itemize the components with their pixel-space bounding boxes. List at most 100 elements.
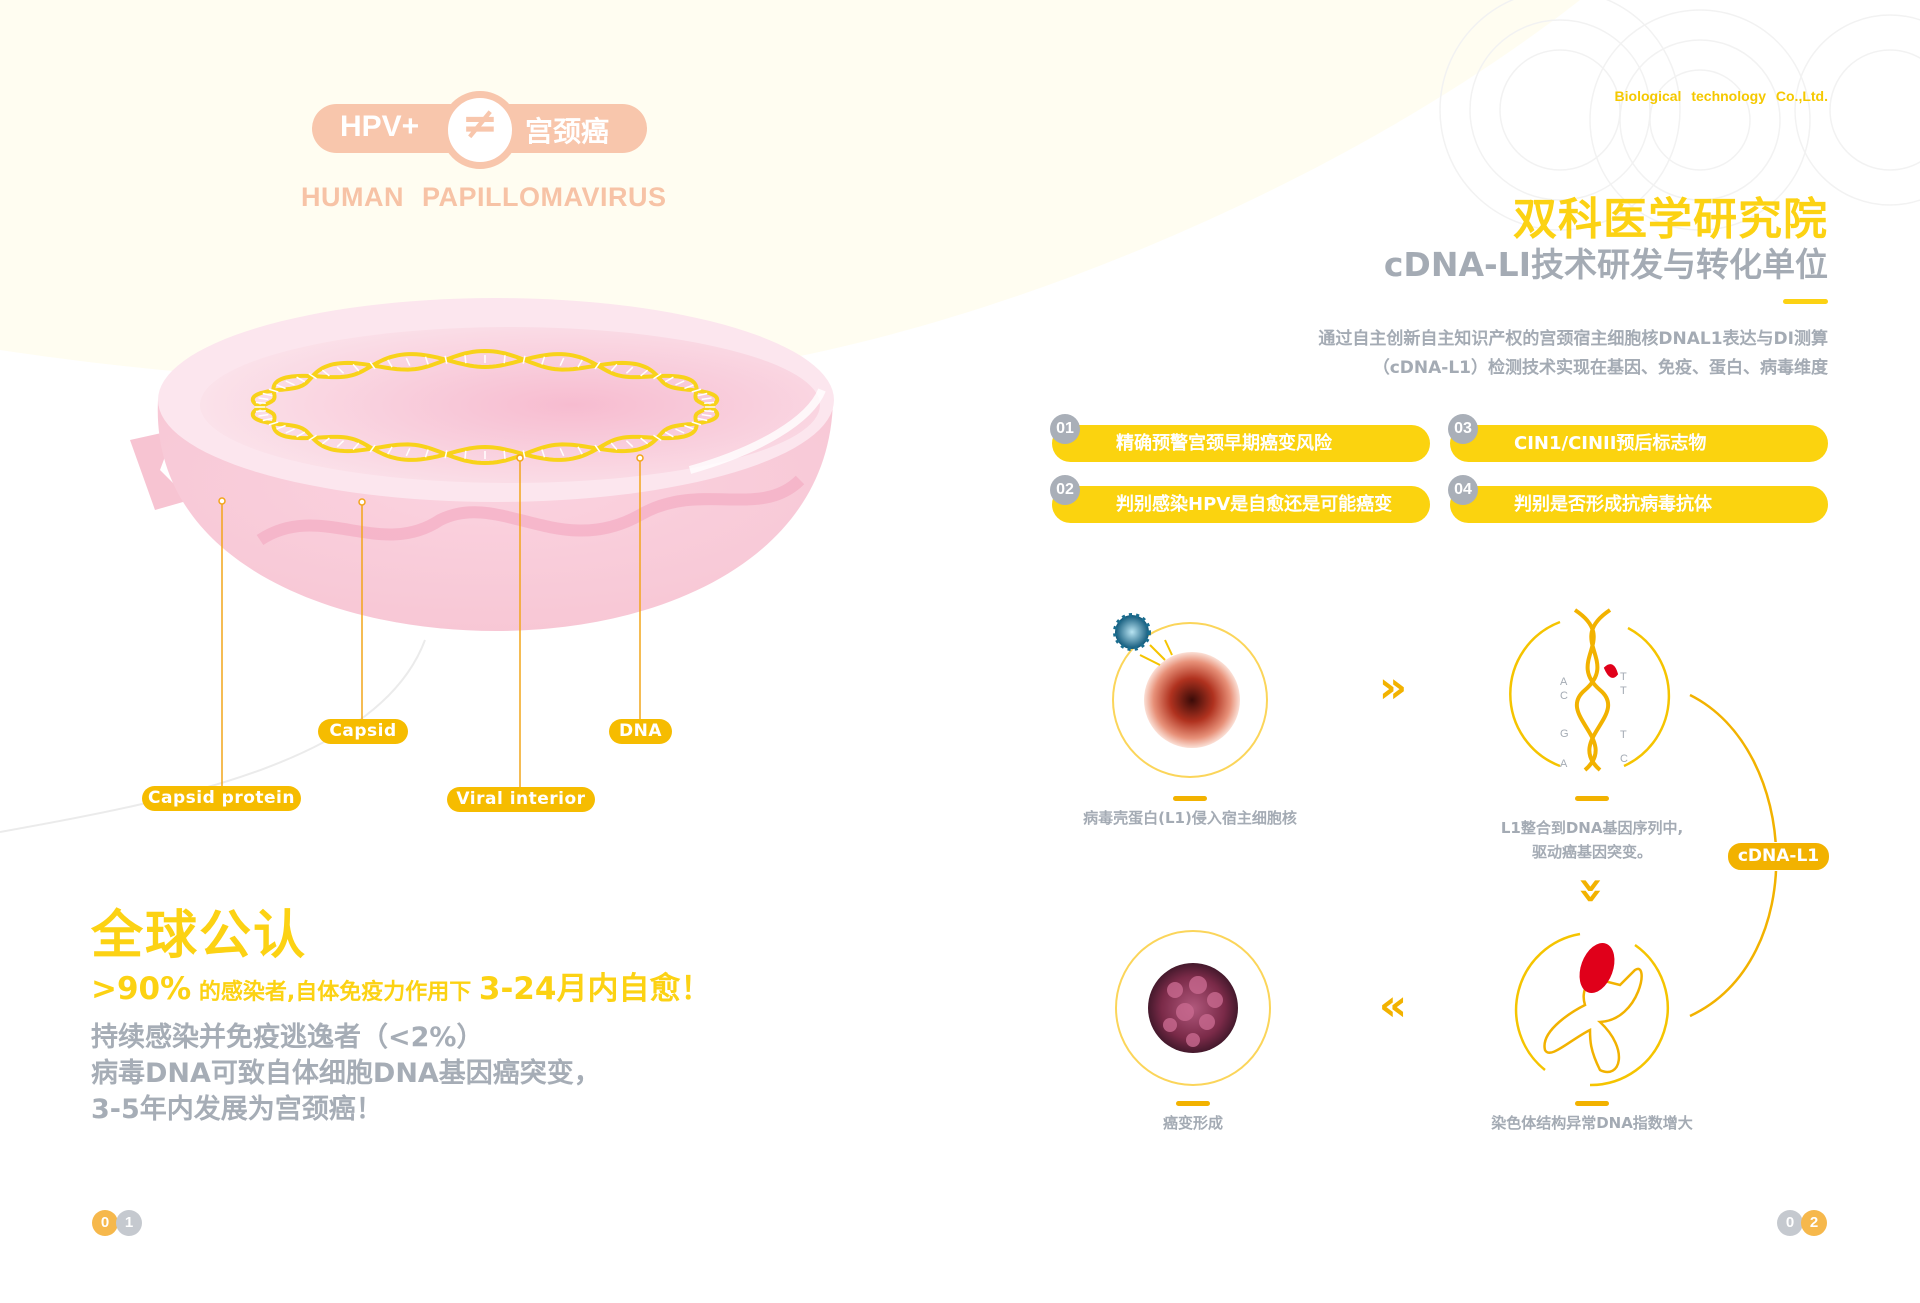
- hpv-badge-right: 宫颈癌: [525, 115, 610, 148]
- dna-rung: [369, 361, 376, 370]
- step-caption: 病毒壳蛋白(L1)侵入宿主细胞核: [1083, 809, 1297, 827]
- dna-rung: [541, 449, 546, 458]
- step-divider: [1575, 796, 1609, 801]
- feature-pill: 精确预警宫颈早期癌变风险: [1052, 425, 1430, 462]
- headline: 全球公认: [91, 906, 308, 966]
- label-capsid-protein: Capsid protein: [142, 786, 301, 811]
- step-divider: [1173, 796, 1207, 801]
- hpv-badge-left: HPV+: [340, 110, 420, 143]
- dna-rung: [369, 444, 376, 453]
- concentric-circles-decor: [1439, 0, 1920, 231]
- dna-rung: [387, 359, 393, 368]
- cream-background-shape: [0, 0, 1580, 385]
- dna-helix-circle: [1509, 620, 1671, 1087]
- dna-rung: [522, 450, 526, 459]
- base-letter: A: [1560, 676, 1568, 688]
- dna-rung: [541, 356, 546, 365]
- base-letter: C: [1620, 753, 1628, 765]
- dna-rung: [625, 440, 634, 448]
- dna-rung: [577, 446, 583, 455]
- dna-rung: [308, 372, 317, 380]
- base-letter: T: [1620, 729, 1627, 741]
- dna-rung: [262, 417, 273, 422]
- feature-number: 02: [1050, 475, 1080, 505]
- dna-rung: [653, 434, 662, 442]
- dna-rung: [268, 421, 279, 426]
- page-number-digit: 1: [116, 1210, 142, 1236]
- title-divider: [1783, 299, 1828, 304]
- dna-rung: [610, 442, 618, 451]
- dna-rung: [701, 397, 712, 401]
- dna-rung: [640, 437, 649, 445]
- petri-dish-illustration: [130, 298, 834, 631]
- dna-rung: [405, 357, 411, 367]
- callout-lines: [218, 454, 644, 787]
- label-viral-interior: Viral interior: [447, 787, 595, 812]
- dna-rung: [285, 380, 295, 386]
- dna-rung: [444, 450, 448, 459]
- dna-rung: [503, 355, 506, 364]
- dna-rung: [691, 388, 702, 393]
- stat-period: 3-24月内自愈！: [478, 971, 712, 1007]
- dna-rung: [387, 446, 393, 455]
- intro-paragraph: 通过自主创新自主知识产权的宫颈宿主细胞核DNAL1表达与DI测算 （cDNA-L…: [1318, 325, 1828, 383]
- dna-rung: [577, 359, 583, 368]
- dna-rung: [559, 357, 565, 367]
- feature-number: 04: [1448, 475, 1478, 505]
- chevron-down-icon: »: [1566, 876, 1618, 905]
- stat-percent: >90%: [91, 971, 192, 1007]
- base-letter: C: [1560, 690, 1568, 702]
- dna-rung: [296, 376, 306, 383]
- step-divider: [1176, 1101, 1210, 1106]
- dna-rung: [296, 431, 306, 438]
- dna-rung: [664, 431, 674, 438]
- feature-pill: CIN1/CINII预后标志物: [1450, 425, 1828, 462]
- paragraph-line: 通过自主创新自主知识产权的宫颈宿主细胞核DNAL1表达与DI测算: [1318, 329, 1828, 349]
- dna-rung: [321, 437, 330, 445]
- step-caption: 癌变形成: [1162, 1114, 1223, 1132]
- dna-rung: [308, 434, 317, 442]
- dna-rung: [321, 369, 330, 377]
- dna-rung: [625, 366, 634, 374]
- feature-number: 01: [1050, 414, 1080, 444]
- dna-rung: [704, 401, 715, 404]
- dna-rung: [594, 444, 601, 453]
- dna-rung: [276, 384, 286, 390]
- dna-rung: [262, 392, 273, 397]
- dna-rung: [424, 356, 429, 365]
- dna-rung: [559, 447, 565, 457]
- stat-middle: 的感染者,自体免疫力作用下: [191, 980, 479, 1005]
- page-number-digit: 2: [1801, 1210, 1827, 1236]
- step-caption: L1整合到DNA基因序列中, 驱动癌基因突变。: [1500, 819, 1684, 861]
- dna-rung: [464, 355, 467, 364]
- dna-rung: [701, 413, 712, 417]
- persistent-infection-text: 持续感染并免疫逃逸者（<2%） 病毒DNA可致自体细胞DNA基因癌突变， 3-5…: [91, 1020, 601, 1128]
- dna-rung: [522, 355, 526, 364]
- gray-curve-line: [0, 639, 426, 833]
- not-equal-icon: ≠: [441, 91, 519, 169]
- dna-rung: [697, 417, 708, 422]
- dna-rung: [640, 369, 649, 377]
- dna-rung: [691, 421, 702, 426]
- text-line: 3-5年内发展为宫颈癌！: [91, 1094, 383, 1125]
- chevron-left-icon: «: [1378, 980, 1408, 1031]
- dna-rung: [653, 372, 662, 380]
- dna-rung: [352, 363, 360, 372]
- paragraph-line: （cDNA-L1）检测技术实现在基因、免疫、蛋白、病毒维度: [1372, 358, 1828, 378]
- feature-pill: 判别感染HPV是自愈还是可能癌变: [1052, 486, 1430, 523]
- virus-cell-icon: [1113, 613, 1240, 748]
- base-letter: T: [1620, 671, 1627, 683]
- dna-rung: [675, 428, 685, 434]
- text-line: 病毒DNA可致自体细胞DNA基因癌突变，: [91, 1058, 601, 1089]
- dna-rung: [352, 442, 360, 451]
- dna-rung: [503, 450, 506, 459]
- tumor-cell-icon: [1148, 963, 1238, 1053]
- dna-rung: [704, 410, 715, 413]
- base-letter: A: [1560, 758, 1568, 770]
- dna-rung: [336, 440, 345, 448]
- helix-base-letters-left: A C G A: [1560, 675, 1569, 771]
- dna-rung: [664, 376, 674, 383]
- dna-rung: [610, 363, 618, 372]
- dna-rung: [268, 388, 279, 393]
- chevron-right-icon: »: [1378, 662, 1408, 713]
